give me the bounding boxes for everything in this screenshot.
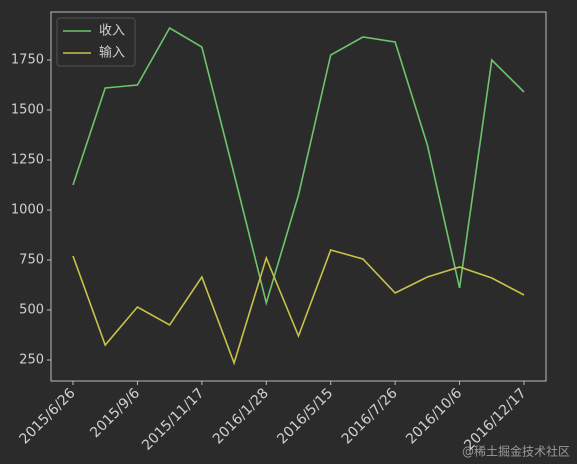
- y-tick-label: 1500: [11, 103, 44, 118]
- y-tick-label: 500: [19, 303, 44, 318]
- legend-label: 输入: [99, 45, 125, 61]
- y-tick-label: 1750: [11, 53, 44, 68]
- y-tick-label: 750: [19, 253, 44, 268]
- x-tick-label: 2016/10/6: [403, 385, 465, 447]
- legend-label: 收入: [99, 24, 125, 39]
- y-tick-label: 250: [19, 353, 44, 368]
- x-tick-label: 2016/12/17: [461, 385, 529, 453]
- y-tick-label: 1250: [11, 153, 44, 168]
- legend-box: [56, 17, 136, 67]
- watermark: @稀土掘金技术社区: [462, 444, 570, 459]
- line-series: [72, 26, 525, 307]
- x-tick-label: 2016/1/28: [210, 385, 272, 447]
- y-tick-label: 1000: [11, 203, 44, 218]
- x-tick-label: 2015/11/17: [139, 385, 207, 453]
- x-tick-label: 2016/7/26: [339, 385, 401, 447]
- x-tick-label: 2015/9/6: [87, 385, 143, 441]
- plot-frame: [50, 11, 547, 382]
- x-tick-label: 2016/5/15: [274, 385, 336, 447]
- line-series: [72, 249, 525, 366]
- x-tick-label: 2015/6/26: [17, 385, 79, 447]
